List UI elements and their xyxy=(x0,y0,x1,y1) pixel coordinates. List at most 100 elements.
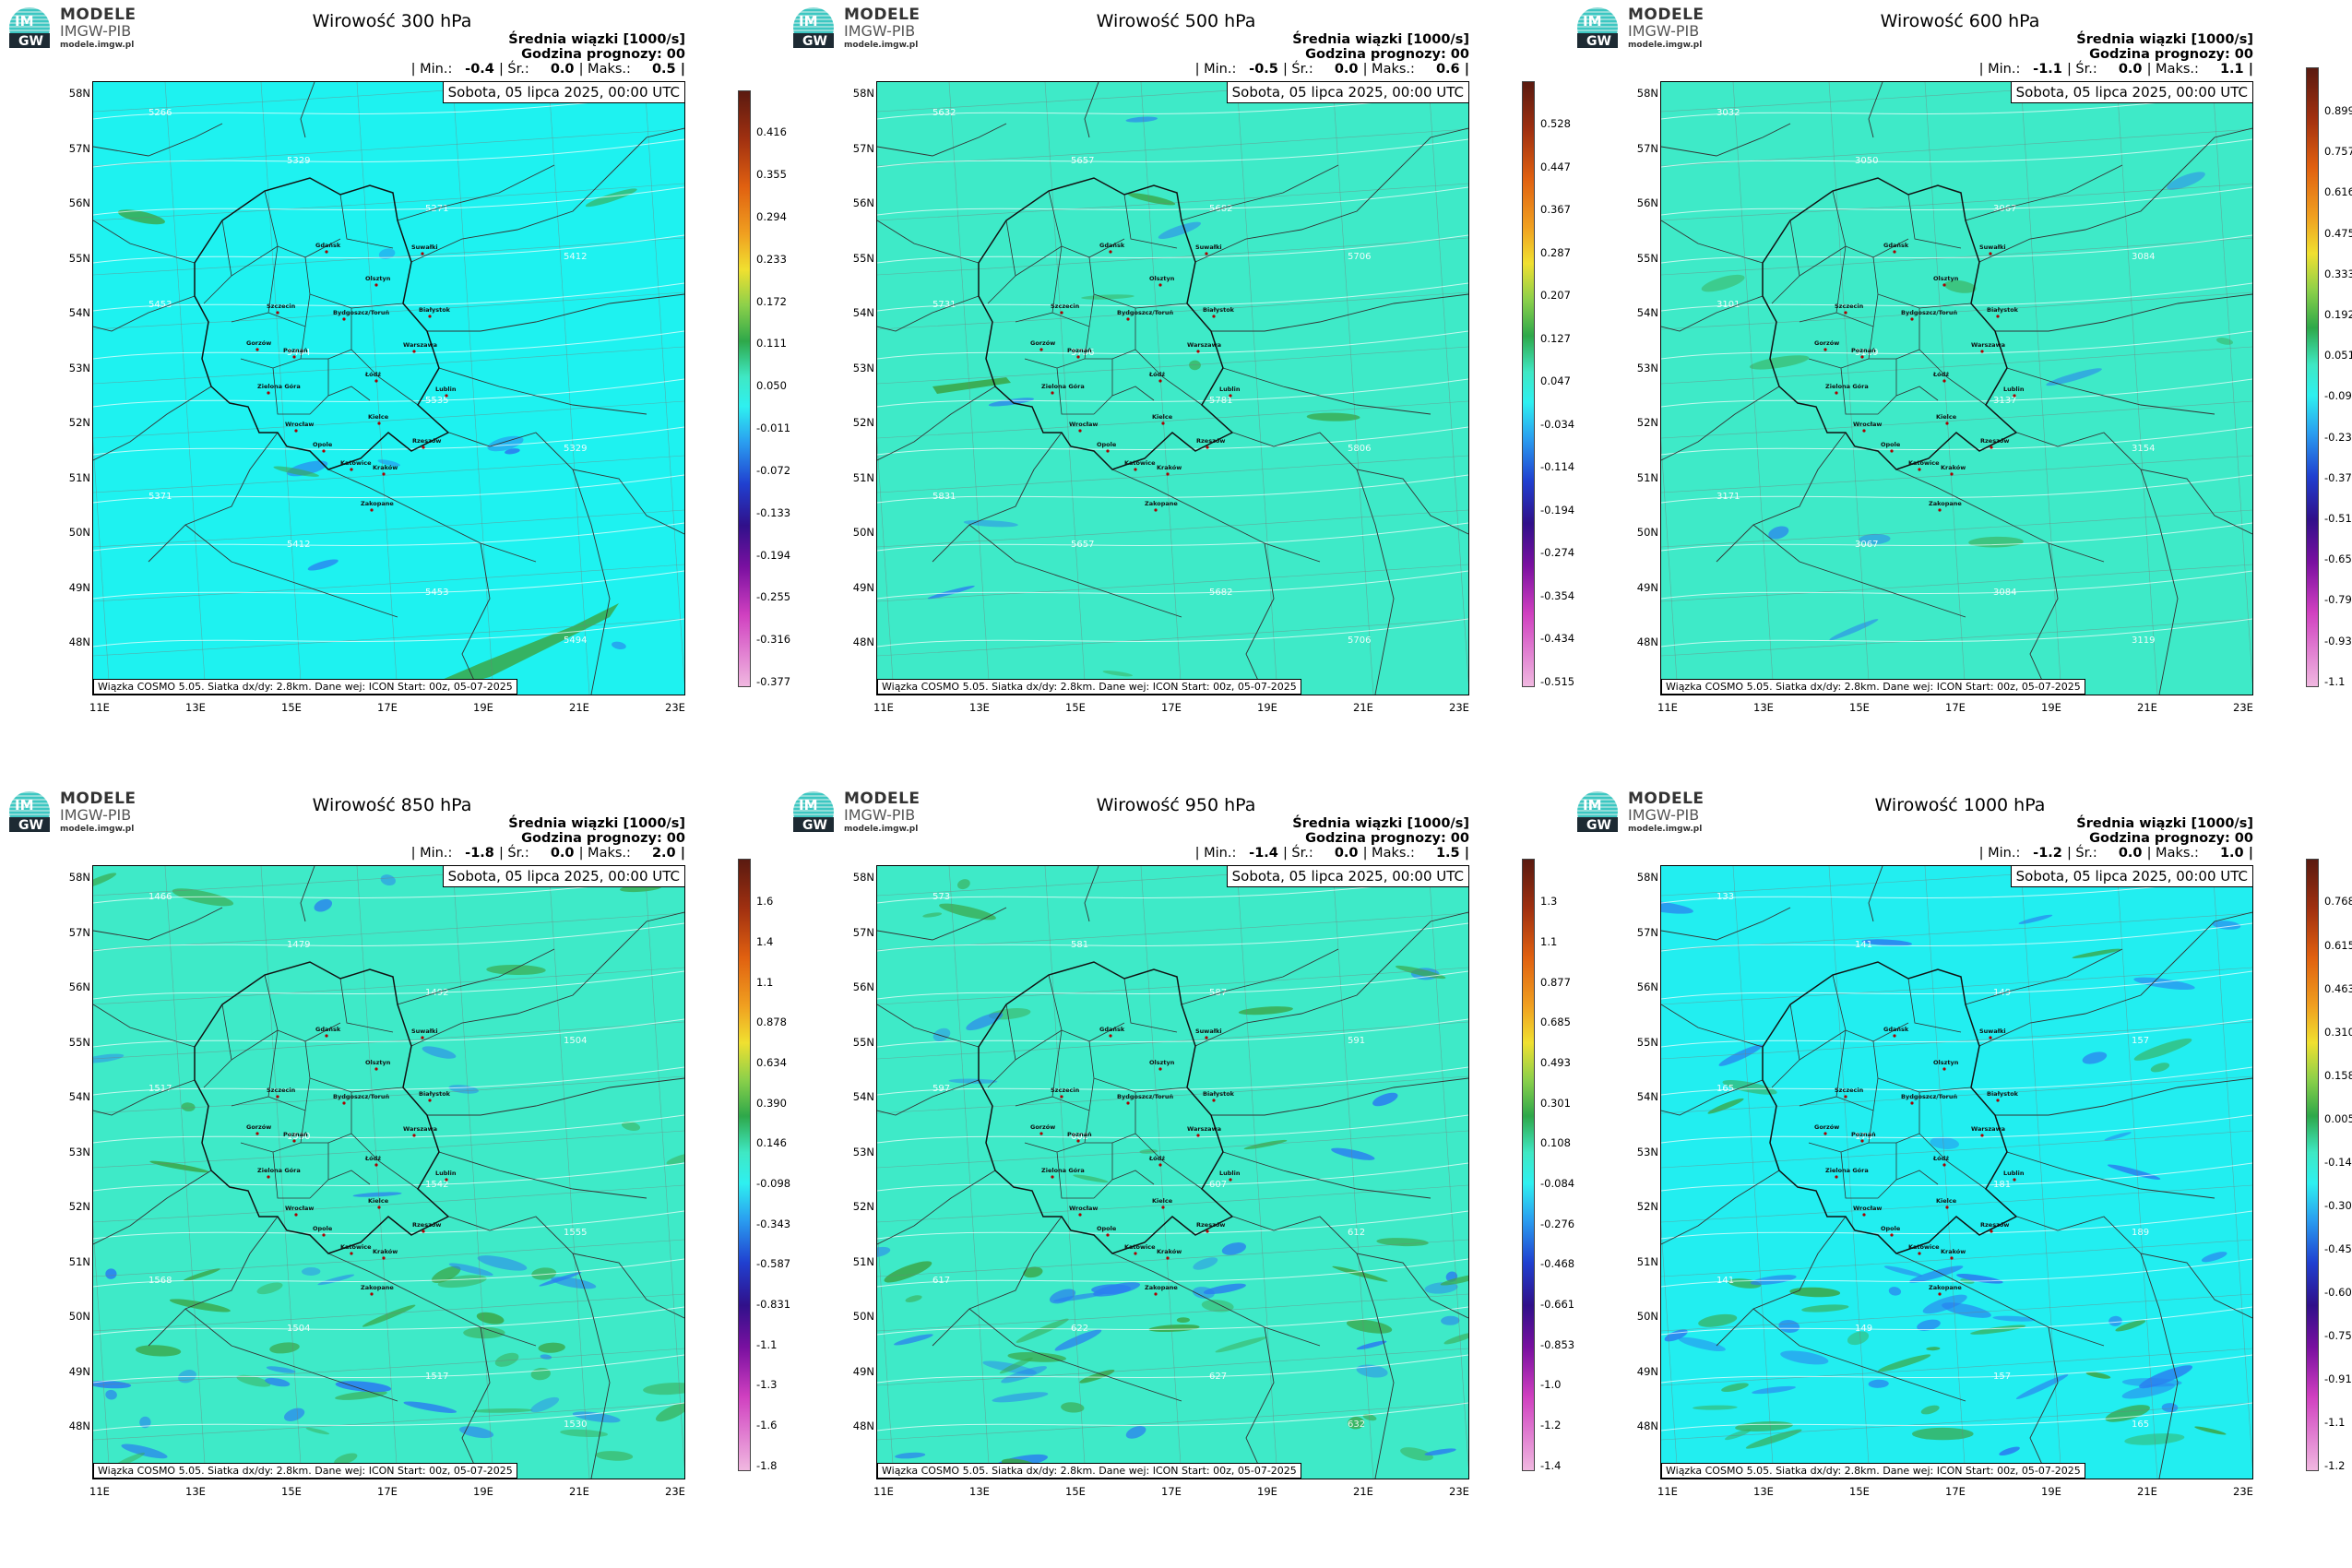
city-label: Warszawa xyxy=(403,1125,437,1133)
height-contour xyxy=(877,522,1468,552)
latitude-label: 57N xyxy=(68,925,90,939)
latitude-label: 58N xyxy=(1636,871,1658,884)
positive-vorticity-cell xyxy=(273,466,319,477)
city-marker xyxy=(1945,1206,1949,1209)
colorbar-tick-label: -0.656 xyxy=(2324,552,2352,566)
country-border xyxy=(1181,948,1339,1005)
longitude-gridline xyxy=(2116,82,2158,695)
negative-vorticity-cell xyxy=(894,1334,933,1346)
city-label: Katowice xyxy=(340,1243,372,1251)
height-contour xyxy=(877,1162,1468,1192)
longitude-gridline xyxy=(1924,82,1966,695)
country-border xyxy=(1661,220,1764,264)
country-border xyxy=(932,432,1063,563)
country-border xyxy=(968,524,1182,618)
positive-vorticity-cell xyxy=(956,879,970,890)
latitude-label: 48N xyxy=(1636,1420,1658,1432)
longitude-label: 19E xyxy=(1257,1485,1277,1498)
city-marker xyxy=(1862,1213,1866,1217)
positive-vorticity-cell xyxy=(476,1312,505,1324)
valid-date: Sobota, 05 lipca 2025, 00:00 UTC xyxy=(442,866,684,887)
city-label: Poznań xyxy=(1067,347,1092,354)
city-label: Rzeszów xyxy=(1980,437,2009,445)
city-marker xyxy=(255,348,259,351)
city-marker xyxy=(1060,311,1063,315)
min-value: -1.8 xyxy=(465,846,499,861)
contour-label: 149 xyxy=(1855,1324,1872,1334)
positive-vorticity-cell xyxy=(1400,1447,1433,1461)
longitude-gridline xyxy=(93,439,111,695)
positive-vorticity-cell xyxy=(1102,671,1134,677)
country-border xyxy=(93,220,196,264)
contour-label: 5632 xyxy=(932,108,956,118)
map-canvas: 3032305030673084310131193137315431713067… xyxy=(1661,82,2252,695)
height-contour xyxy=(1661,522,2252,552)
latitude-label: 49N xyxy=(1636,1364,1658,1378)
positive-vorticity-cell xyxy=(1735,1420,1793,1432)
brand-url: modele.imgw.pl xyxy=(844,41,919,50)
country-border xyxy=(1356,469,1395,695)
city-label: Olsztyn xyxy=(365,275,391,282)
longitude-label: 11E xyxy=(89,1485,110,1498)
longitude-gridline xyxy=(644,82,684,685)
min-value: -1.4 xyxy=(1249,846,1283,861)
city-label: Szczecin xyxy=(1051,303,1080,310)
latitude-gridline xyxy=(877,866,1363,897)
positive-vorticity-cell xyxy=(2124,1433,2185,1445)
colorbar-tick-label: 1.1 xyxy=(1540,935,1558,949)
city-label: Szczecin xyxy=(267,1087,296,1094)
city-marker xyxy=(1942,283,1946,287)
min-label: | Min.: xyxy=(410,846,461,861)
valid-date: Sobota, 05 lipca 2025, 00:00 UTC xyxy=(1226,82,1468,103)
positive-vorticity-cell xyxy=(269,1342,300,1354)
contour-label: 1568 xyxy=(148,1276,172,1286)
city-marker xyxy=(1196,350,1200,353)
vorticity-panel-2: IM GW MODELE IMGW-PIB modele.imgw.pl Wir… xyxy=(784,0,1574,784)
imgw-logo: IM GW xyxy=(9,7,50,49)
city-label: Gorzów xyxy=(1030,339,1055,347)
country-border xyxy=(1181,164,1339,221)
logo-text-bottom: GW xyxy=(802,34,827,49)
country-border xyxy=(327,1253,537,1347)
voivodeship-border xyxy=(301,308,352,360)
height-contour xyxy=(877,1354,1468,1384)
height-contour xyxy=(1661,970,2252,1000)
country-border xyxy=(397,948,555,1005)
country-border xyxy=(1995,293,2252,332)
positive-vorticity-cell xyxy=(136,1345,182,1357)
positive-vorticity-cell xyxy=(1801,1304,1849,1313)
longitude-label: 21E xyxy=(1353,1485,1373,1498)
negative-vorticity-cell xyxy=(487,435,524,452)
latitude-gridline xyxy=(1661,1293,2252,1332)
max-label: | Maks.: xyxy=(2146,846,2216,861)
latitude-gridline xyxy=(1661,82,2147,113)
positive-vorticity-cell xyxy=(486,964,546,976)
latitude-gridline xyxy=(1661,564,2252,602)
negative-vorticity-cell xyxy=(1859,533,1891,545)
country-border xyxy=(1978,911,2252,1047)
stats-block: Średnia wiązki [1000/s] Godzina prognozy… xyxy=(411,816,685,861)
voivodeship-border xyxy=(264,974,341,1042)
city-label: Olsztyn xyxy=(365,1059,391,1066)
positive-vorticity-cell xyxy=(1073,1174,1109,1183)
stats-end-bar: | xyxy=(2248,62,2253,77)
forecast-hour: Godzina prognozy: 00 xyxy=(2089,47,2253,62)
contour-label: 5266 xyxy=(148,108,172,118)
city-marker xyxy=(2013,1178,2016,1182)
colorbar-tick-label: 1.1 xyxy=(756,975,774,989)
latitude-gridline xyxy=(93,183,684,221)
city-label: Zielona Góra xyxy=(257,383,301,390)
height-contour xyxy=(93,618,684,647)
city-marker xyxy=(1945,422,1949,425)
mean-label: | Śr.: xyxy=(1282,62,1331,77)
city-marker xyxy=(428,1099,432,1102)
positive-vorticity-cell xyxy=(560,1429,608,1438)
brand-line2: IMGW-PIB xyxy=(1628,806,1700,824)
latitude-label: 48N xyxy=(852,1420,874,1432)
city-marker xyxy=(1078,429,1082,433)
positive-vorticity-cell xyxy=(531,1267,557,1280)
longitude-gridline xyxy=(1828,82,1871,695)
city-marker xyxy=(1196,1134,1200,1137)
positive-vorticity-cell xyxy=(1701,274,1745,292)
latitude-labels: 58N 57N 56N 55N 54N 53N 52N 51N 50N 49N 48N xyxy=(1568,81,1658,695)
